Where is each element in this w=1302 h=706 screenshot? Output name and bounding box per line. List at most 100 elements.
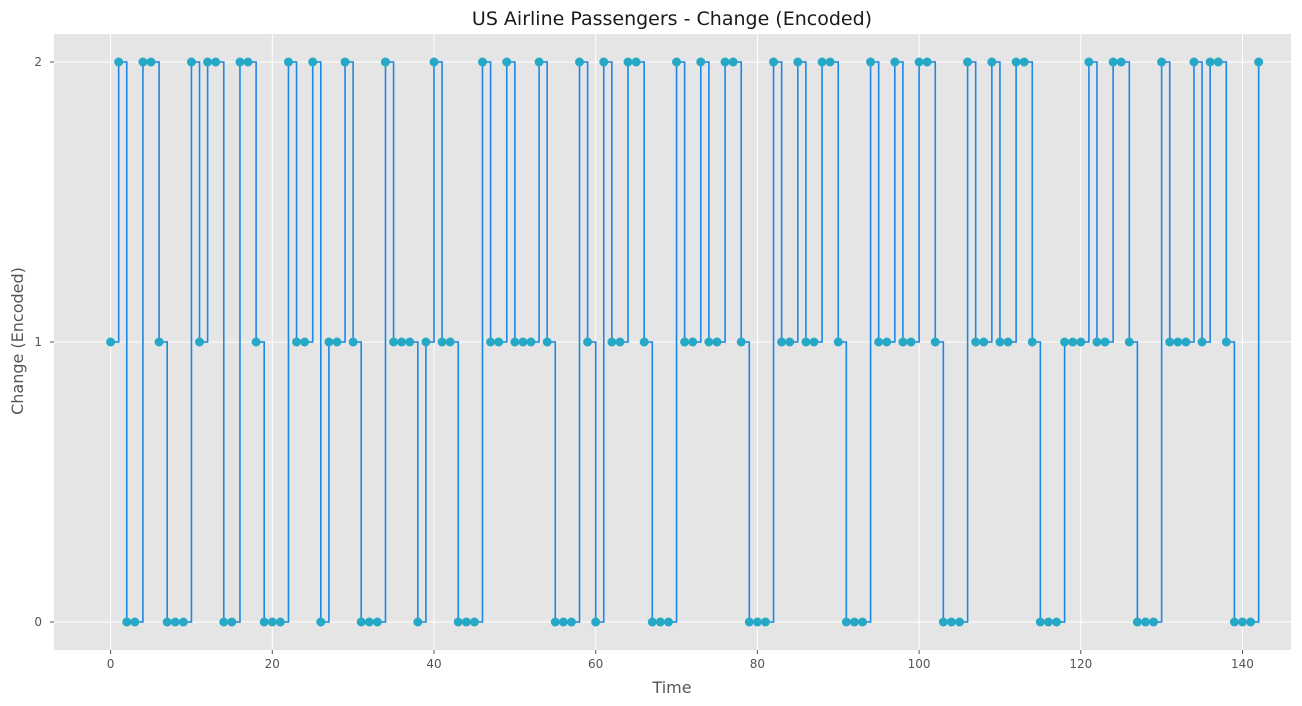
data-point: [308, 57, 318, 67]
data-point: [1019, 57, 1029, 67]
data-point: [946, 617, 956, 627]
data-point: [566, 617, 576, 627]
data-point: [930, 337, 940, 347]
data-point: [1052, 617, 1062, 627]
x-axis-label: Time: [651, 678, 691, 697]
data-point: [599, 57, 609, 67]
data-point: [1060, 337, 1070, 347]
data-point: [283, 57, 293, 67]
data-point: [1189, 57, 1199, 67]
data-point: [1003, 337, 1013, 347]
data-point: [704, 337, 714, 347]
data-point: [348, 337, 358, 347]
data-point: [1011, 57, 1021, 67]
data-point: [251, 337, 261, 347]
data-point: [550, 617, 560, 627]
data-point: [955, 617, 965, 627]
data-point: [1068, 337, 1078, 347]
data-point: [696, 57, 706, 67]
x-tick-label: 80: [750, 657, 765, 671]
x-tick-label: 120: [1069, 657, 1092, 671]
data-point: [631, 57, 641, 67]
data-point: [170, 617, 180, 627]
data-point: [469, 617, 479, 627]
data-point: [1229, 617, 1239, 627]
data-point: [890, 57, 900, 67]
data-point: [122, 617, 132, 627]
data-point: [971, 337, 981, 347]
data-point: [316, 617, 326, 627]
data-point: [397, 337, 407, 347]
data-point: [437, 337, 447, 347]
data-point: [1132, 617, 1142, 627]
y-tick-label: 0: [34, 615, 42, 629]
data-point: [639, 337, 649, 347]
data-point: [235, 57, 245, 67]
data-point: [510, 337, 520, 347]
data-point: [1149, 617, 1159, 627]
data-point: [154, 337, 164, 347]
data-point: [372, 617, 382, 627]
data-point: [914, 57, 924, 67]
data-point: [777, 337, 787, 347]
data-point: [1035, 617, 1045, 627]
data-point: [1181, 337, 1191, 347]
y-axis-ticks: 0 1 2: [34, 55, 54, 629]
data-point: [712, 337, 722, 347]
data-point: [275, 617, 285, 627]
x-tick-label: 60: [588, 657, 603, 671]
data-point: [494, 337, 504, 347]
data-point: [882, 337, 892, 347]
data-point: [340, 57, 350, 67]
data-point: [623, 57, 633, 67]
data-point: [1221, 337, 1231, 347]
x-tick-label: 20: [265, 657, 280, 671]
data-point: [841, 617, 851, 627]
data-point: [736, 337, 746, 347]
data-point: [1100, 337, 1110, 347]
x-tick-label: 0: [107, 657, 115, 671]
data-point: [380, 57, 390, 67]
data-point: [672, 57, 682, 67]
series-group: [106, 57, 1264, 627]
data-point: [178, 617, 188, 627]
data-point: [542, 337, 552, 347]
data-point: [801, 337, 811, 347]
data-point: [478, 57, 488, 67]
data-point: [219, 617, 229, 627]
data-point: [356, 617, 366, 627]
data-point: [785, 337, 795, 347]
data-point: [502, 57, 512, 67]
data-point: [203, 57, 213, 67]
data-point: [243, 57, 253, 67]
data-point: [728, 57, 738, 67]
data-point: [364, 617, 374, 627]
data-point: [332, 337, 342, 347]
data-point: [1246, 617, 1256, 627]
data-point: [615, 337, 625, 347]
data-point: [195, 337, 205, 347]
data-point: [429, 57, 439, 67]
data-point: [1124, 337, 1134, 347]
y-tick-label: 2: [34, 55, 42, 69]
data-point: [874, 337, 884, 347]
data-point: [1076, 337, 1086, 347]
data-point: [162, 617, 172, 627]
data-point: [663, 617, 673, 627]
data-point: [979, 337, 989, 347]
data-point: [987, 57, 997, 67]
data-point: [106, 337, 116, 347]
data-point: [1092, 337, 1102, 347]
data-point: [760, 617, 770, 627]
y-tick-label: 1: [34, 335, 42, 349]
data-point: [575, 57, 585, 67]
data-point: [752, 617, 762, 627]
data-point: [688, 337, 698, 347]
data-point: [461, 617, 471, 627]
data-point: [421, 337, 431, 347]
data-point: [1165, 337, 1175, 347]
chart-title: US Airline Passengers - Change (Encoded): [472, 8, 872, 30]
data-point: [324, 337, 334, 347]
data-point: [849, 617, 859, 627]
